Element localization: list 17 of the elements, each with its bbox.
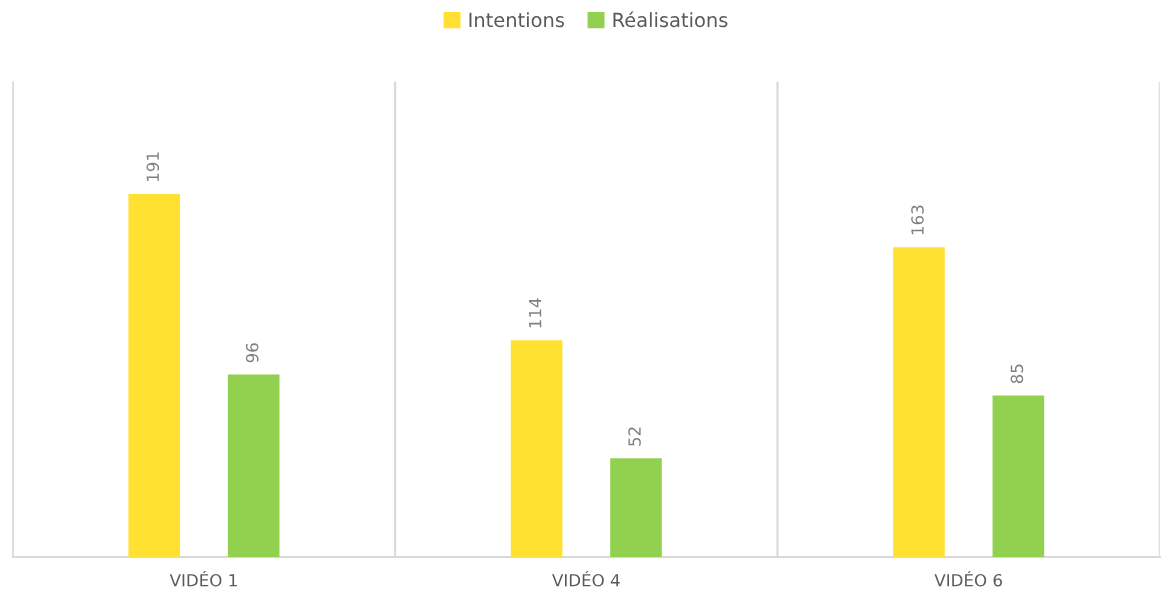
bar: [893, 247, 945, 557]
data-label: 96: [245, 343, 259, 363]
bar: [992, 395, 1045, 557]
bar: [510, 340, 563, 557]
bar: [610, 458, 662, 557]
x-tick-label: VIDÉO 6: [934, 570, 1002, 587]
data-label: 114: [529, 298, 542, 328]
legend-label: Intentions: [469, 12, 564, 28]
data-label: 163: [911, 205, 924, 235]
bar: [128, 193, 181, 557]
legend-label: Réalisations: [613, 11, 728, 28]
data-label: 52: [628, 427, 641, 446]
data-label: 191: [146, 152, 160, 181]
x-tick-label: VIDÉO 4: [552, 570, 620, 587]
bar: [227, 374, 280, 557]
data-label: 85: [1010, 364, 1024, 384]
x-tick-label: VIDÉO 1: [169, 570, 237, 587]
